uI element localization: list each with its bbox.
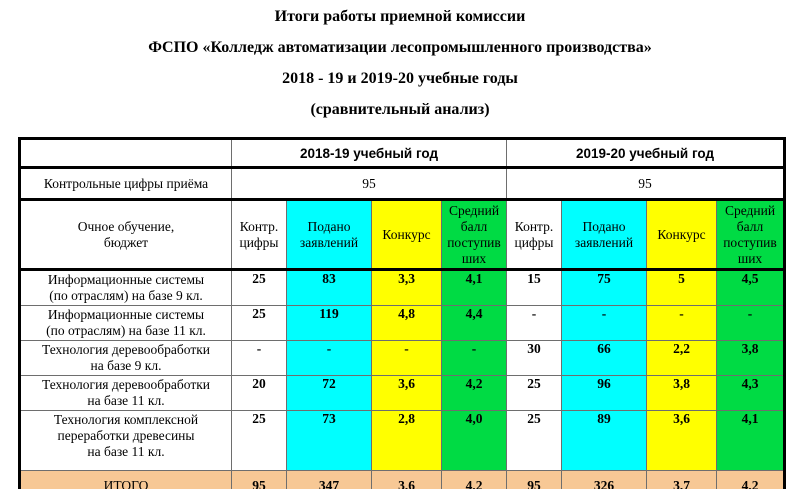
column-header-row: Очное обучение, бюджет Контр. цифры Пода… bbox=[19, 199, 785, 271]
data-cell: 5 bbox=[646, 269, 717, 306]
col-header-competition-2018: Конкурс bbox=[371, 199, 442, 271]
data-cell: 73 bbox=[286, 410, 372, 471]
data-cell: - bbox=[561, 305, 647, 341]
data-cell: 66 bbox=[561, 340, 647, 376]
col-header-applications-2019: Подано заявлений bbox=[561, 199, 647, 271]
total-cell: 95 bbox=[231, 470, 287, 489]
title-line-2: ФСПО «Колледж автоматизации лесопромышле… bbox=[148, 39, 652, 56]
col-header-avg-score-2018: Средний балл поступив ших bbox=[441, 199, 507, 271]
data-cell: 20 bbox=[231, 375, 287, 411]
data-cell: 72 bbox=[286, 375, 372, 411]
data-cell: 4,5 bbox=[716, 269, 785, 306]
data-cell: - bbox=[231, 340, 287, 376]
col-header-control-2019: Контр. цифры bbox=[506, 199, 562, 271]
total-cell: 3,7 bbox=[646, 470, 717, 489]
corner-cell bbox=[19, 138, 232, 169]
year-header-2019-20: 2019-20 учебный год bbox=[506, 138, 785, 169]
control-figures-label: Контрольные цифры приёма bbox=[19, 167, 232, 201]
data-cell: 2,2 bbox=[646, 340, 717, 376]
row-label: Информационные системы (по отраслям) на … bbox=[19, 305, 232, 341]
document-title: Итоги работы приемной комиссии ФСПО «Кол… bbox=[0, 9, 800, 133]
table-row: Технология деревообработки на базе 9 кл.… bbox=[19, 340, 785, 376]
data-cell: - bbox=[506, 305, 562, 341]
total-cell: 3,6 bbox=[371, 470, 442, 489]
total-label: ИТОГО bbox=[19, 470, 232, 489]
data-cell: 96 bbox=[561, 375, 647, 411]
data-cell: 4,1 bbox=[716, 410, 785, 471]
row-label: Технология деревообработки на базе 11 кл… bbox=[19, 375, 232, 411]
data-cell: 4,1 bbox=[441, 269, 507, 306]
data-cell: 119 bbox=[286, 305, 372, 341]
admissions-table: 2018-19 учебный год 2019-20 учебный год … bbox=[18, 137, 786, 489]
data-cell: 3,6 bbox=[646, 410, 717, 471]
data-cell: 2,8 bbox=[371, 410, 442, 471]
data-cell: 25 bbox=[231, 410, 287, 471]
data-cell: 3,8 bbox=[716, 340, 785, 376]
control-figures-row: Контрольные цифры приёма 95 95 bbox=[19, 167, 785, 201]
total-cell: 95 bbox=[506, 470, 562, 489]
year-header-2018-19: 2018-19 учебный год bbox=[231, 138, 507, 169]
data-cell: - bbox=[371, 340, 442, 376]
data-cell: 30 bbox=[506, 340, 562, 376]
data-cell: 15 bbox=[506, 269, 562, 306]
title-line-4: (сравнительный анализ) bbox=[310, 101, 490, 118]
col-header-applications-2018: Подано заявлений bbox=[286, 199, 372, 271]
section-label: Очное обучение, бюджет bbox=[19, 199, 232, 271]
data-cell: 4,2 bbox=[441, 375, 507, 411]
data-cell: 4,3 bbox=[716, 375, 785, 411]
control-figures-2018-19: 95 bbox=[231, 167, 507, 201]
total-cell: 326 bbox=[561, 470, 647, 489]
total-cell: 4,2 bbox=[441, 470, 507, 489]
col-header-competition-2019: Конкурс bbox=[646, 199, 717, 271]
table-row: Информационные системы (по отраслям) на … bbox=[19, 305, 785, 341]
data-cell: 3,6 bbox=[371, 375, 442, 411]
data-cell: - bbox=[716, 305, 785, 341]
table-row: Технология деревообработки на базе 11 кл… bbox=[19, 375, 785, 411]
control-figures-2019-20: 95 bbox=[506, 167, 785, 201]
data-cell: 4,4 bbox=[441, 305, 507, 341]
data-cell: 25 bbox=[231, 305, 287, 341]
data-cell: 25 bbox=[506, 410, 562, 471]
data-cell: 75 bbox=[561, 269, 647, 306]
title-line-1: Итоги работы приемной комиссии bbox=[274, 8, 526, 25]
data-cell: 4,8 bbox=[371, 305, 442, 341]
total-cell: 4,2 bbox=[716, 470, 785, 489]
table-row: Информационные системы (по отраслям) на … bbox=[19, 269, 785, 306]
data-cell: 25 bbox=[231, 269, 287, 306]
table-row: Технология комплексной переработки древе… bbox=[19, 410, 785, 471]
col-header-control-2018: Контр. цифры bbox=[231, 199, 287, 271]
row-label: Технология комплексной переработки древе… bbox=[19, 410, 232, 471]
data-cell: 83 bbox=[286, 269, 372, 306]
data-cell: - bbox=[286, 340, 372, 376]
title-line-3: 2018 - 19 и 2019-20 учебные годы bbox=[282, 70, 518, 87]
total-cell: 347 bbox=[286, 470, 372, 489]
data-cell: 25 bbox=[506, 375, 562, 411]
row-label: Технология деревообработки на базе 9 кл. bbox=[19, 340, 232, 376]
total-row: ИТОГО 95 347 3,6 4,2 95 326 3,7 4,2 bbox=[19, 470, 785, 489]
data-cell: 3,8 bbox=[646, 375, 717, 411]
data-cell: 4,0 bbox=[441, 410, 507, 471]
row-label: Информационные системы (по отраслям) на … bbox=[19, 269, 232, 306]
data-cell: - bbox=[441, 340, 507, 376]
data-cell: 89 bbox=[561, 410, 647, 471]
data-cell: - bbox=[646, 305, 717, 341]
col-header-avg-score-2019: Средний балл поступив ших bbox=[716, 199, 785, 271]
year-header-row: 2018-19 учебный год 2019-20 учебный год bbox=[19, 138, 785, 169]
data-cell: 3,3 bbox=[371, 269, 442, 306]
